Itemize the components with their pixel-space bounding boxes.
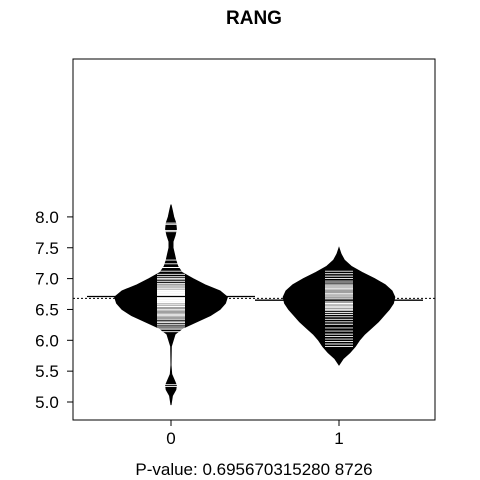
- y-tick-label: 6.0: [35, 331, 59, 350]
- plot-area: 5.0 5.5 6.0 6.5 7.0 7.5 8.0 0 1: [35, 58, 436, 448]
- y-tick-label: 7.5: [35, 239, 59, 258]
- x-axis-label: P-value: 0.695670315280 8726: [135, 460, 372, 479]
- x-tick-label: 1: [334, 429, 343, 448]
- chart-title: RANG: [226, 8, 282, 29]
- plot-frame: [72, 58, 436, 421]
- x-tick-label: 0: [166, 429, 175, 448]
- y-tick-label: 5.5: [35, 362, 59, 381]
- y-tick-label: 8.0: [35, 208, 59, 227]
- y-tick-label: 6.5: [35, 300, 59, 319]
- y-tick-label: 5.0: [35, 393, 59, 412]
- y-tick-label: 7.0: [35, 270, 59, 289]
